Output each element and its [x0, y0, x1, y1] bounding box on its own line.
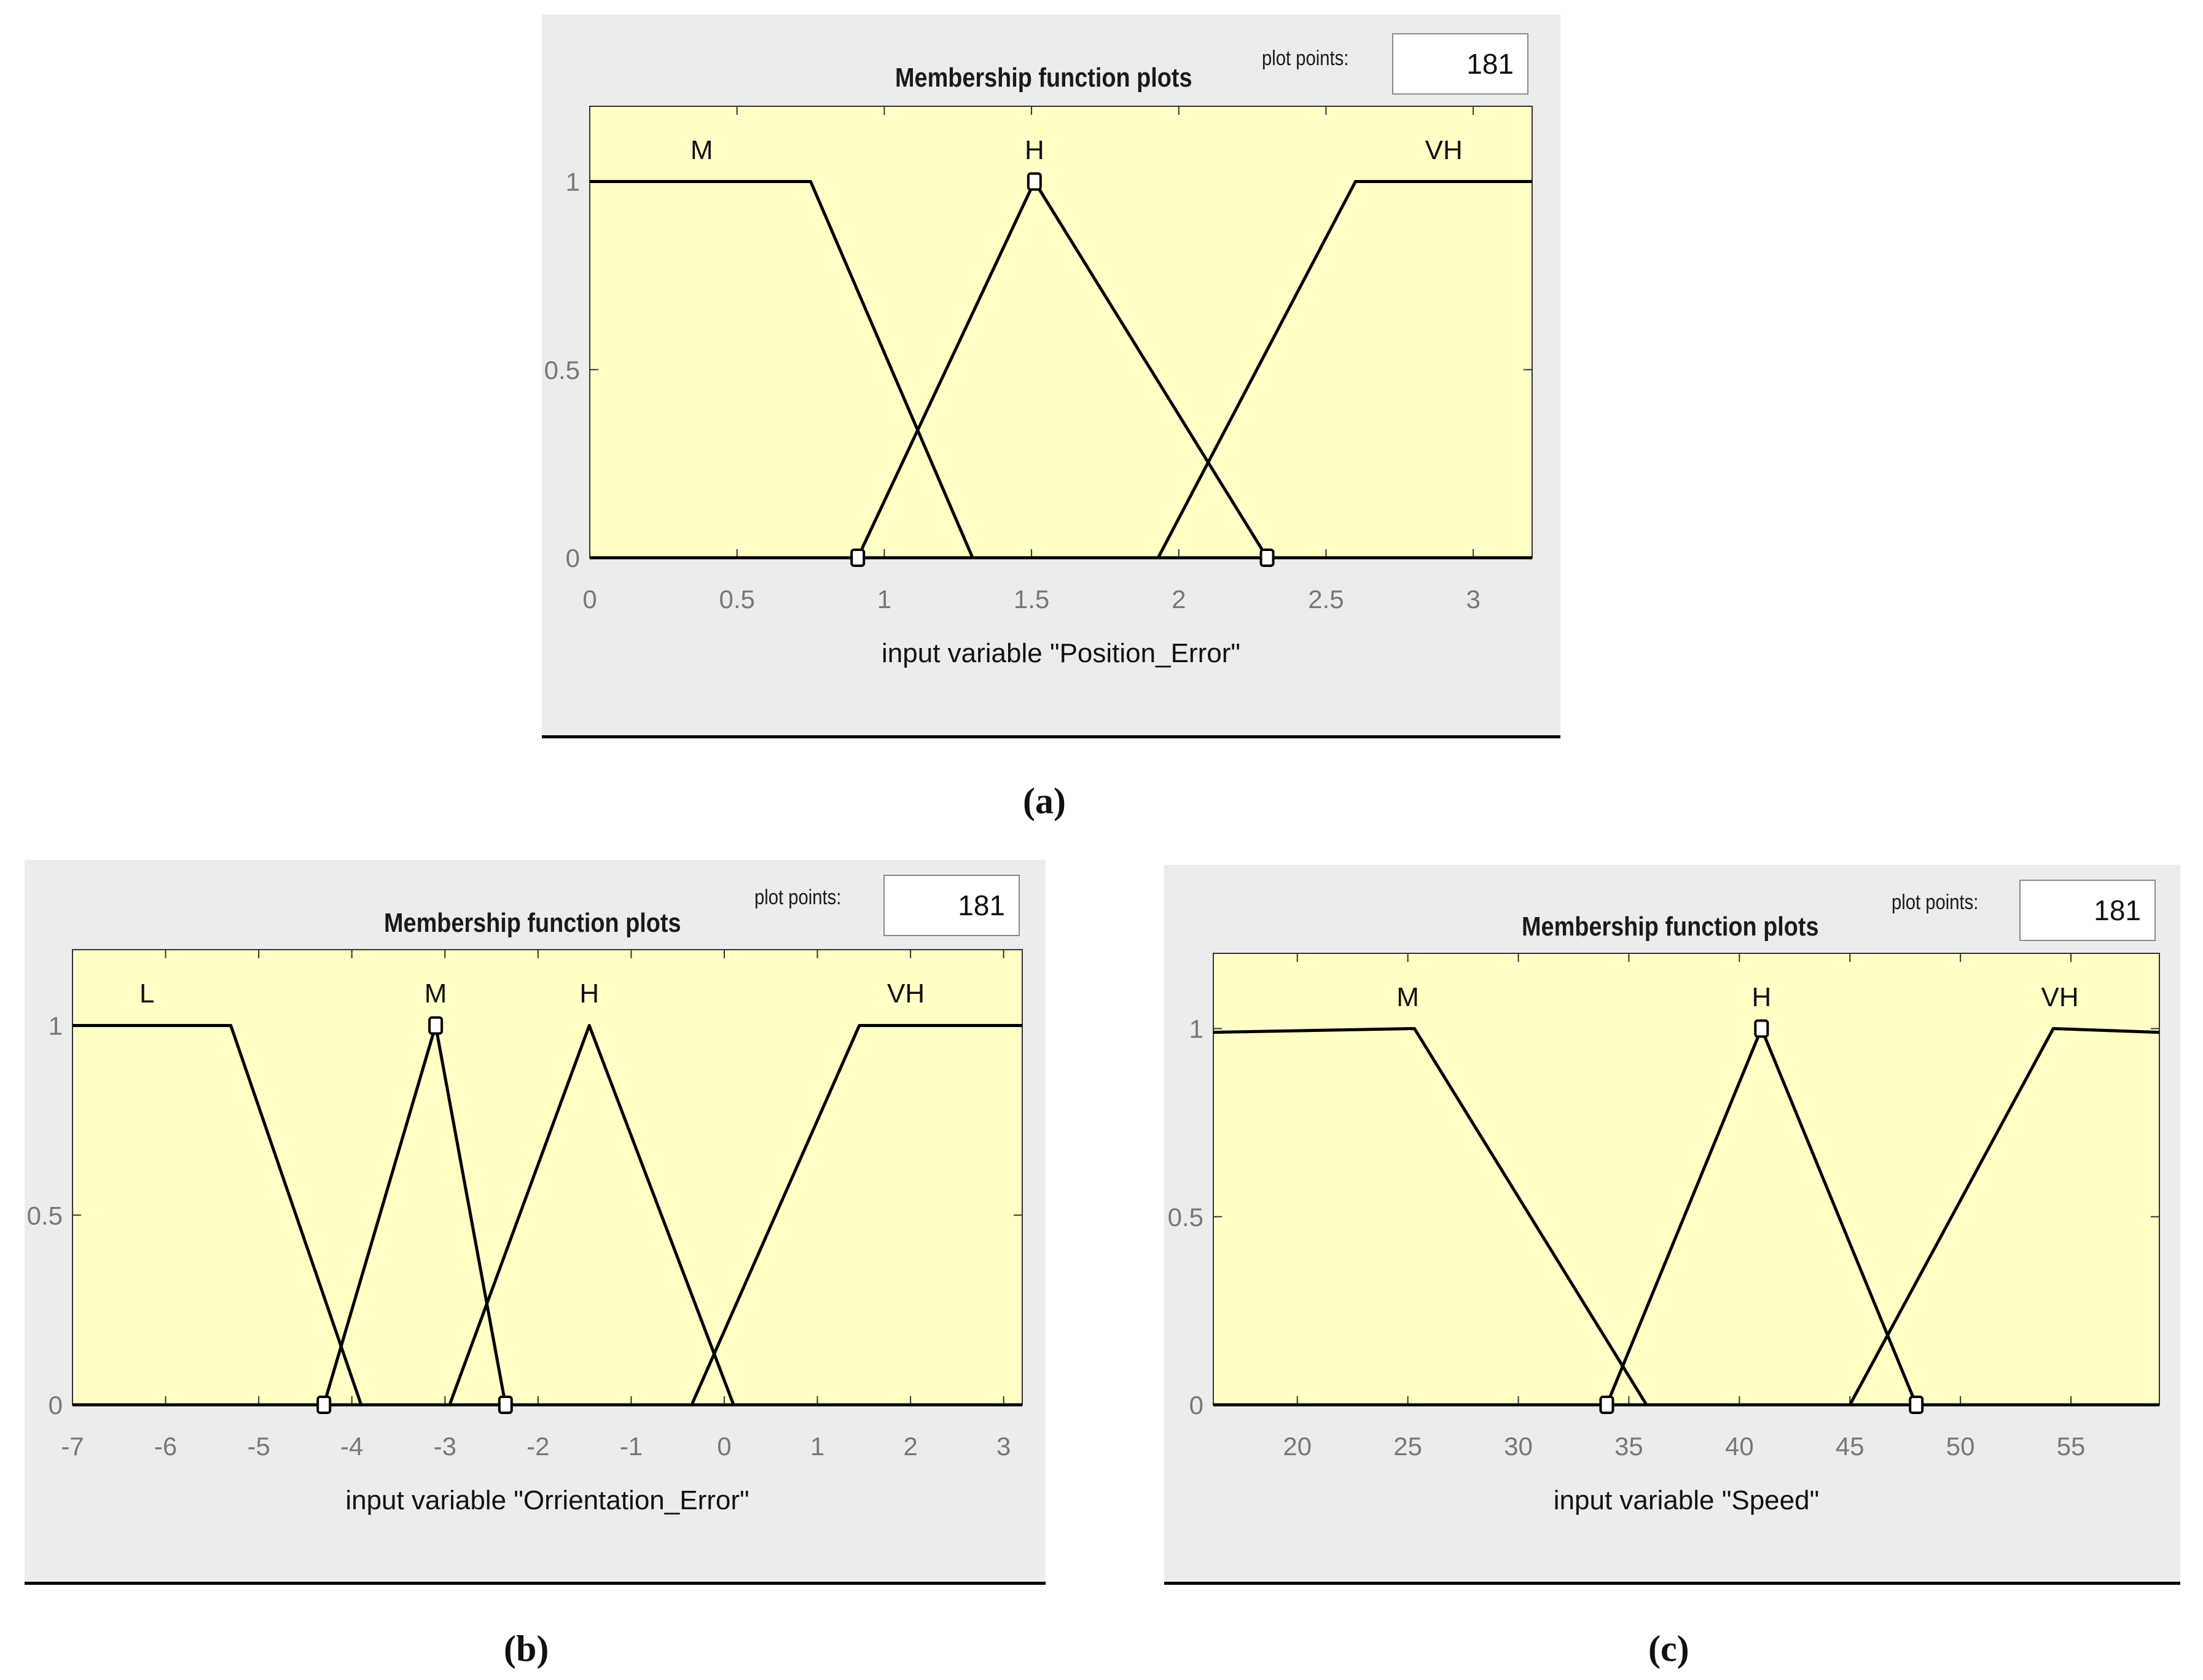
- mf-vertex-marker: [1259, 549, 1275, 567]
- x-tick-label: 0: [717, 1432, 731, 1461]
- x-tick-label: -1: [620, 1432, 643, 1461]
- x-tick-label: 3: [996, 1432, 1011, 1461]
- y-tick-label: 1: [566, 168, 580, 197]
- mf-vertex-marker: [498, 1396, 513, 1414]
- x-tick-label: 0.5: [719, 585, 754, 614]
- x-axis-label: input variable "Speed": [1554, 1485, 1819, 1515]
- chart-title: Membership function plots: [1522, 912, 1819, 942]
- mf-line-vh: [1849, 1027, 2160, 1406]
- mf-label-m: M: [691, 135, 713, 165]
- caption-a: (a): [1023, 781, 1066, 821]
- plot-area: [1213, 953, 2160, 1405]
- x-tick-label: 20: [1283, 1432, 1312, 1461]
- mf-label-m: M: [425, 979, 447, 1009]
- mf-vertex-marker: [316, 1396, 332, 1414]
- x-tick-label: 40: [1725, 1432, 1754, 1461]
- membership-plot-a: 0 0.5 1 1.5 2 2.5 3 0 0.5 1 M H VH input variable "Po…: [544, 106, 1533, 668]
- x-tick-label: 2: [1172, 585, 1186, 614]
- y-tick-label: 1: [1189, 1015, 1203, 1044]
- y-tick-label: 0.5: [1168, 1203, 1203, 1232]
- mf-vertex-marker: [850, 549, 866, 567]
- x-tick-label: 45: [1836, 1432, 1865, 1461]
- mf-vertex-marker: [1599, 1396, 1614, 1414]
- caption-c: (c): [1648, 1628, 1689, 1669]
- x-axis-label: input variable "Orrientation_Error": [345, 1485, 749, 1515]
- mf-label-m: M: [1396, 982, 1419, 1012]
- y-tick-label: 1: [49, 1012, 63, 1041]
- mf-vertex-marker: [1754, 1019, 1769, 1038]
- panel-divider: [25, 1582, 1046, 1585]
- mf-label-h: H: [1025, 135, 1044, 165]
- mf-line-m: [590, 180, 974, 558]
- x-tick-label: -4: [340, 1432, 363, 1461]
- x-tick-label: -5: [247, 1432, 270, 1461]
- x-tick-label: -7: [61, 1432, 84, 1461]
- panel-divider: [542, 735, 1560, 738]
- y-tick-label: 0.5: [544, 356, 580, 385]
- plot-area: [589, 106, 1533, 558]
- x-tick-label: 35: [1614, 1432, 1643, 1461]
- mf-line-h: [448, 1024, 735, 1405]
- x-tick-label: 55: [2057, 1432, 2086, 1461]
- y-tick-label: 0: [566, 544, 580, 572]
- chart-title: Membership function plots: [895, 63, 1192, 93]
- caption-b: (b): [504, 1628, 549, 1669]
- plot-points-label: plot points:: [1892, 891, 1979, 914]
- plot-points-label: plot points:: [754, 886, 842, 909]
- x-tick-label: 30: [1504, 1432, 1533, 1461]
- mf-label-vh: VH: [1425, 135, 1463, 165]
- mf-line-m: [1213, 1027, 1648, 1406]
- x-axis-label: input variable "Position_Error": [882, 638, 1240, 668]
- x-tick-label: -2: [526, 1432, 549, 1461]
- y-tick-label: 0: [1189, 1391, 1203, 1420]
- x-tick-label: 50: [1946, 1432, 1975, 1461]
- panel-divider: [1164, 1582, 2180, 1585]
- chart-panel-a: Membership function plots plot points: 0…: [542, 15, 1560, 738]
- membership-plot-b: -7 -6 -5 -4 -3 -2 -1 0 1 2 3 0 0.5 1 L M H VH input variab…: [27, 949, 1023, 1515]
- plot-points-input[interactable]: [883, 875, 1020, 936]
- chart-title: Membership function plots: [384, 908, 681, 938]
- mf-label-vh: VH: [887, 979, 925, 1009]
- x-tick-label: 3: [1466, 585, 1480, 614]
- mf-line-vh: [690, 1024, 1022, 1406]
- x-tick-label: -3: [434, 1432, 456, 1461]
- mf-line-vh: [1156, 180, 1532, 559]
- x-tick-label: 25: [1393, 1432, 1422, 1461]
- plot-points-label: plot points:: [1262, 47, 1349, 70]
- mf-label-l: L: [139, 979, 154, 1009]
- mf-label-vh: VH: [2041, 982, 2079, 1012]
- plot-points-input[interactable]: [1392, 33, 1528, 95]
- y-tick-label: 0.5: [27, 1201, 63, 1230]
- x-tick-label: 1: [810, 1432, 824, 1461]
- chart-panel-b: Membership function plots plot points: -…: [25, 860, 1046, 1585]
- y-tick-label: 0: [49, 1391, 63, 1420]
- mf-vertex-marker: [1027, 172, 1042, 191]
- x-tick-label: -6: [154, 1432, 177, 1461]
- x-tick-label: 1.5: [1014, 585, 1049, 614]
- x-tick-label: 0: [582, 585, 597, 614]
- x-tick-label: 2: [903, 1432, 917, 1461]
- mf-line-l: [72, 1024, 363, 1405]
- x-tick-label: 1: [877, 585, 891, 614]
- mf-label-h: H: [579, 979, 599, 1009]
- chart-panel-c: Membership function plots plot points: 2…: [1164, 865, 2180, 1585]
- plot-area: [72, 949, 1023, 1405]
- x-tick-label: 2.5: [1308, 585, 1344, 614]
- plot-points-input[interactable]: [2019, 880, 2156, 941]
- mf-vertex-marker: [428, 1016, 444, 1035]
- mf-vertex-marker: [1909, 1396, 1924, 1414]
- mf-label-h: H: [1751, 982, 1771, 1012]
- membership-plot-c: 20 25 30 35 40 45 50 55 0 0.5 1 M H VH input variable …: [1168, 953, 2160, 1515]
